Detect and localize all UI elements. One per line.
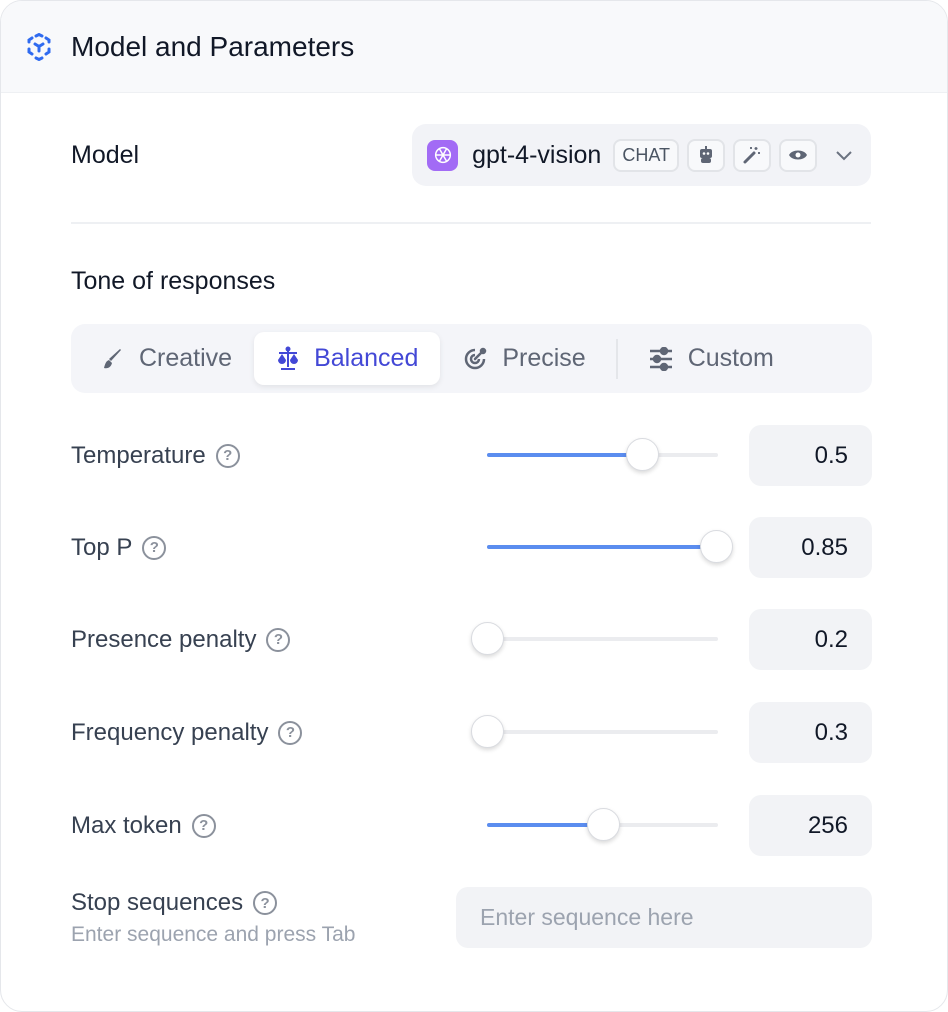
tab-balanced-label: Balanced — [314, 344, 419, 372]
param-temperature: Temperature? 0.5 — [71, 425, 872, 486]
help-icon[interactable]: ? — [142, 535, 167, 560]
tab-custom[interactable]: Custom — [626, 332, 796, 385]
stop-sequences-label: Stop sequences — [71, 889, 244, 916]
slider-fill — [487, 453, 642, 457]
chevron-down-icon[interactable] — [835, 149, 853, 161]
tab-balanced[interactable]: Balanced — [254, 332, 441, 385]
param-label: Max token — [71, 811, 182, 839]
help-icon[interactable]: ? — [266, 627, 291, 652]
stop-sequences-hint: Enter sequence and press Tab — [71, 923, 356, 946]
param-label: Temperature — [71, 441, 206, 469]
chat-badge: CHAT — [613, 138, 679, 172]
param-top-p: Top P? 0.85 — [71, 517, 872, 578]
divider — [71, 222, 871, 224]
top-p-value[interactable]: 0.85 — [749, 517, 872, 578]
model-name: gpt-4-vision — [472, 140, 602, 169]
openai-logo-icon — [427, 139, 459, 171]
slider-thumb[interactable] — [699, 530, 733, 563]
slider-fill — [487, 545, 716, 549]
param-max-token: Max token? 256 — [71, 795, 872, 856]
max-token-slider[interactable] — [487, 808, 718, 841]
tab-creative[interactable]: Creative — [79, 332, 254, 385]
target-icon — [465, 347, 487, 369]
top-p-slider[interactable] — [487, 530, 733, 563]
brush-icon — [104, 348, 121, 368]
stop-sequence-input[interactable] — [456, 887, 872, 948]
tone-tabs: Creative Balanced Precise Custom — [71, 324, 872, 393]
slider-thumb[interactable] — [471, 622, 504, 655]
presence-penalty-slider[interactable] — [471, 622, 718, 655]
stop-sequences: Stop sequences? Enter sequence and press… — [71, 889, 355, 947]
param-frequency-penalty: Frequency penalty? 0.3 — [71, 702, 872, 763]
temperature-slider[interactable] — [487, 438, 718, 471]
scale-icon — [278, 346, 299, 370]
slider-thumb[interactable] — [471, 715, 504, 748]
model-label: Model — [71, 140, 140, 169]
help-icon[interactable]: ? — [278, 720, 303, 745]
tab-precise-label: Precise — [502, 344, 586, 372]
help-icon[interactable]: ? — [253, 891, 278, 915]
model-row: Model gpt-4-vision CHAT — [71, 124, 871, 186]
model-cube-icon — [27, 32, 51, 61]
frequency-penalty-value[interactable]: 0.3 — [749, 702, 872, 763]
tab-separator — [615, 338, 618, 379]
model-selector[interactable]: gpt-4-vision CHAT — [412, 124, 871, 186]
tab-creative-label: Creative — [139, 344, 233, 372]
tab-precise[interactable]: Precise — [440, 332, 607, 385]
panel-header: Model and Parameters — [1, 1, 947, 93]
magic-wand-icon — [733, 138, 771, 172]
presence-penalty-value[interactable]: 0.2 — [749, 609, 872, 670]
frequency-penalty-slider[interactable] — [471, 715, 718, 748]
max-token-value[interactable]: 256 — [749, 795, 872, 856]
sliders-icon — [649, 346, 672, 371]
panel-title: Model and Parameters — [71, 30, 355, 62]
temperature-value[interactable]: 0.5 — [749, 425, 872, 486]
slider-thumb[interactable] — [625, 438, 659, 471]
slider-fill — [487, 823, 603, 827]
param-presence-penalty: Presence penalty? 0.2 — [71, 609, 872, 670]
eye-icon — [779, 138, 817, 172]
robot-icon — [687, 138, 725, 172]
param-label: Top P — [71, 533, 133, 561]
tab-custom-label: Custom — [687, 344, 774, 372]
help-icon[interactable]: ? — [191, 813, 216, 838]
param-label: Frequency penalty — [71, 718, 269, 746]
slider-thumb[interactable] — [586, 808, 620, 841]
help-icon[interactable]: ? — [215, 443, 240, 468]
param-label: Presence penalty — [71, 625, 257, 653]
tone-label: Tone of responses — [71, 267, 276, 295]
